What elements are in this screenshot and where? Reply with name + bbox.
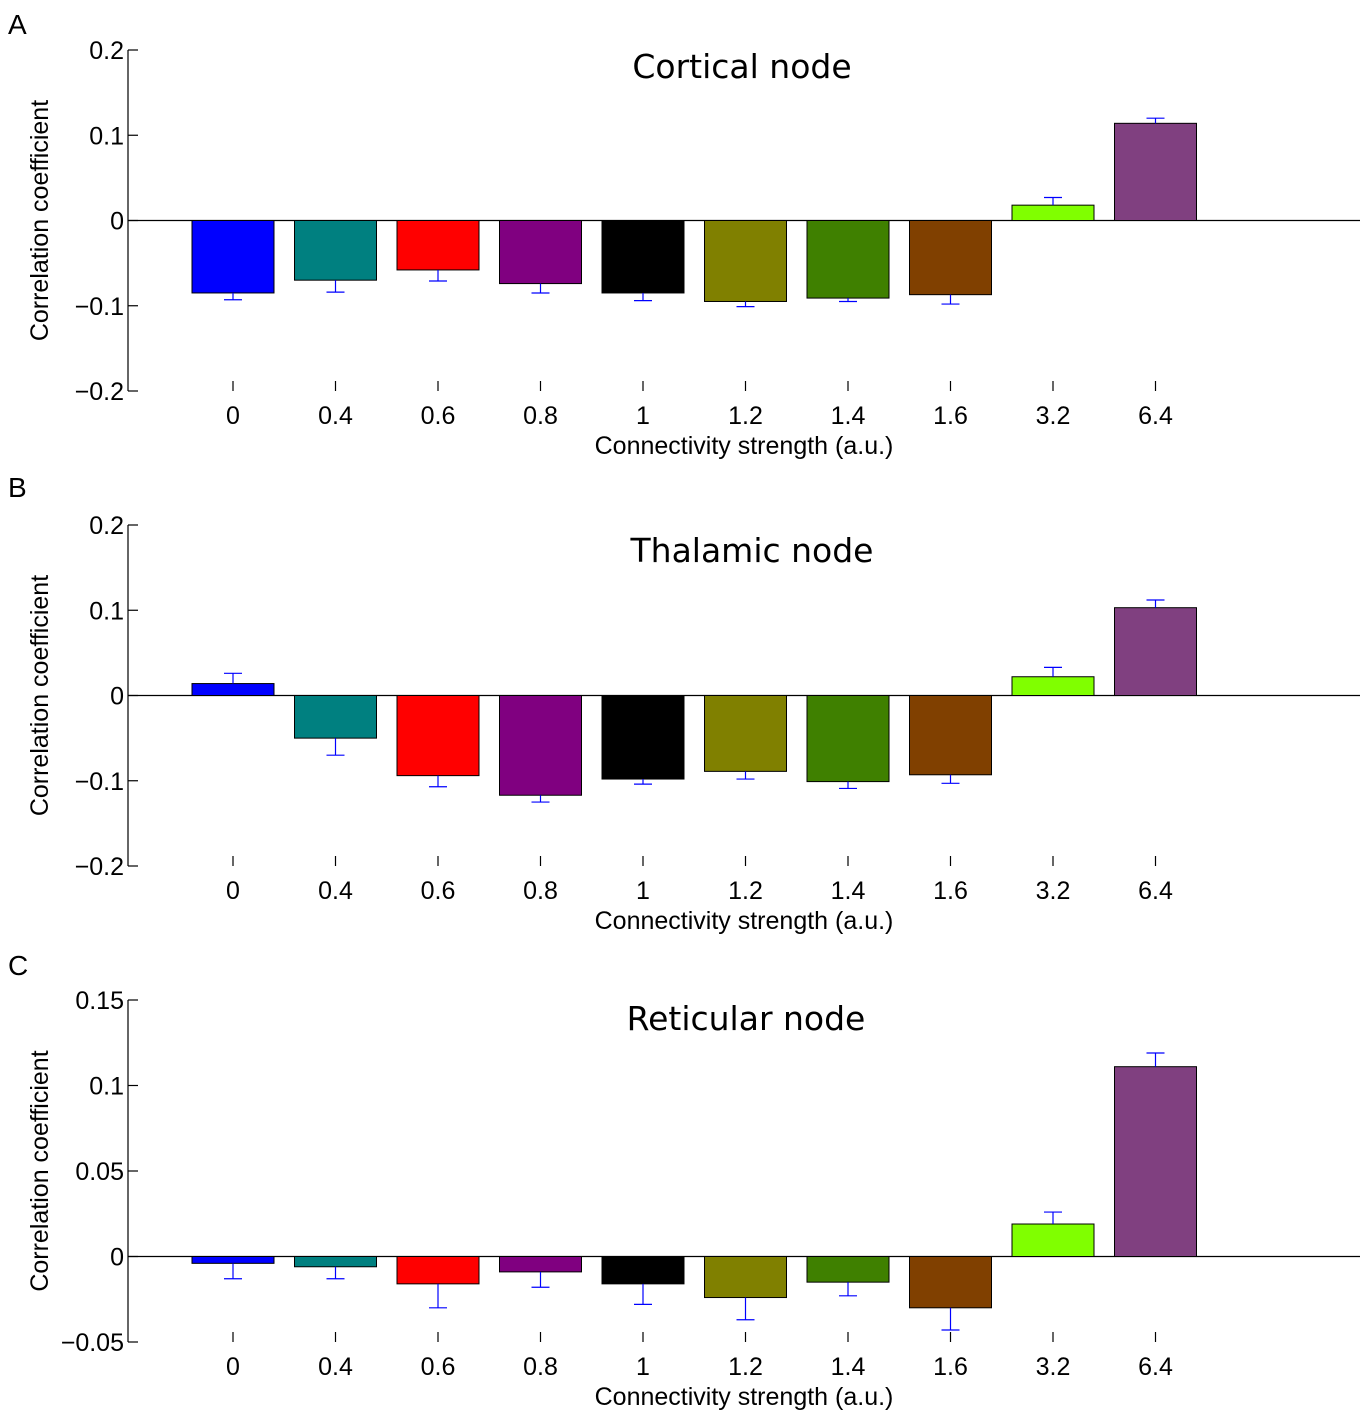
bar-1	[601, 1256, 685, 1285]
y-axis-label: Correlation coefficient	[26, 100, 54, 341]
chart-title: Thalamic node	[630, 531, 874, 570]
x-tick-label: 3.2	[1036, 1353, 1071, 1381]
x-tick-label: 0.4	[318, 1353, 353, 1381]
bar-0	[191, 220, 275, 294]
x-tick-label: 0.6	[421, 402, 456, 430]
y-tick-label: 0	[110, 1244, 124, 1272]
x-axis-label: Connectivity strength (a.u.)	[595, 907, 894, 935]
bar-1.4	[806, 220, 890, 299]
bar-0.6	[396, 695, 480, 777]
x-tick-label: 3.2	[1036, 877, 1071, 905]
y-tick-label: 0.2	[89, 37, 124, 65]
x-tick-label: 1.4	[831, 877, 866, 905]
bar-6.4	[1114, 122, 1197, 221]
x-axis-label: Connectivity strength (a.u.)	[595, 432, 894, 460]
bar-0.8	[499, 695, 582, 796]
y-tick-label: −0.1	[75, 768, 124, 796]
bar-6.4	[1114, 1066, 1197, 1257]
y-tick-label: 0.2	[89, 512, 124, 540]
x-tick-label: 1.6	[933, 1353, 968, 1381]
y-tick-label: 0.1	[89, 1073, 124, 1101]
bar-3.2	[1011, 204, 1095, 221]
y-tick-label: 0.05	[75, 1158, 124, 1186]
y-tick-label: 0.1	[89, 122, 124, 150]
x-tick-label: 6.4	[1138, 877, 1173, 905]
bar-1	[601, 695, 685, 780]
x-tick-label: 1.2	[728, 877, 763, 905]
bar-0.6	[396, 1256, 480, 1285]
x-tick-label: 1.2	[728, 1353, 763, 1381]
x-tick-label: 0.8	[523, 402, 558, 430]
bar-3.2	[1011, 676, 1095, 696]
bar-1.6	[909, 1256, 992, 1309]
x-tick-label: 6.4	[1138, 402, 1173, 430]
bar-0.8	[499, 220, 582, 285]
bar-1	[601, 220, 685, 294]
bar-1.6	[909, 220, 992, 296]
bar-1.6	[909, 695, 992, 776]
panel-letter: A	[8, 9, 27, 40]
x-tick-label: 1	[636, 877, 650, 905]
x-tick-label: 0.8	[523, 1353, 558, 1381]
y-tick-label: −0.2	[75, 378, 124, 406]
bar-0.4	[294, 695, 377, 739]
y-axis-label: Correlation coefficient	[26, 575, 54, 816]
y-tick-label: 0	[110, 208, 124, 236]
y-tick-label: −0.05	[61, 1329, 124, 1357]
bar-6.4	[1114, 607, 1197, 697]
x-tick-label: 0.8	[523, 877, 558, 905]
bar-0.4	[294, 220, 377, 281]
chart-title: Reticular node	[627, 999, 866, 1038]
x-tick-label: 0	[226, 1353, 240, 1381]
x-tick-label: 1.4	[831, 1353, 866, 1381]
bar-3.2	[1011, 1223, 1095, 1258]
x-tick-label: 0.6	[421, 1353, 456, 1381]
bar-0	[191, 1256, 275, 1264]
panel-b: B Thalamic node −0.2 −0.1 0 0.1 0.2 0 0.4 0.6 0.8 1…	[8, 472, 1360, 935]
bar-1.4	[806, 1256, 890, 1283]
x-tick-label: 3.2	[1036, 402, 1071, 430]
y-tick-label: −0.1	[75, 293, 124, 321]
y-tick-label: −0.2	[75, 853, 124, 881]
y-tick-label: 0.15	[75, 987, 124, 1015]
bar-0.4	[294, 1256, 377, 1268]
x-tick-label: 0.4	[318, 877, 353, 905]
x-tick-label: 1	[636, 1353, 650, 1381]
bar-1.4	[806, 695, 890, 783]
x-tick-label: 1.4	[831, 402, 866, 430]
x-tick-label: 1.2	[728, 402, 763, 430]
panel-letter: B	[8, 472, 27, 503]
chart-title: Cortical node	[632, 47, 851, 86]
bar-0.6	[396, 220, 480, 271]
y-tick-label: 0.1	[89, 597, 124, 625]
x-tick-label: 0	[226, 402, 240, 430]
x-tick-label: 1.6	[933, 402, 968, 430]
panel-a: A Cortical node −0.2 −0.1 0 0.1 0.2 0 0.4 0.6 0.8 1…	[8, 9, 1360, 460]
bar-0.8	[499, 1256, 582, 1273]
x-tick-label: 1	[636, 402, 650, 430]
y-axis-label: Correlation coefficient	[26, 1050, 54, 1291]
panel-letter: C	[8, 950, 28, 981]
panel-c: C Reticular node −0.05 0 0.05 0.1 0.15 0 0.4 0.6 0…	[8, 950, 1360, 1411]
x-axis-label: Connectivity strength (a.u.)	[595, 1383, 894, 1411]
bar-1.2	[704, 220, 787, 302]
x-tick-label: 0.4	[318, 402, 353, 430]
bar-1.2	[704, 1256, 787, 1299]
bar-0	[191, 683, 275, 697]
x-tick-label: 0.6	[421, 877, 456, 905]
x-tick-label: 6.4	[1138, 1353, 1173, 1381]
x-tick-label: 1.6	[933, 877, 968, 905]
x-tick-label: 0	[226, 877, 240, 905]
y-tick-label: 0	[110, 683, 124, 711]
bar-1.2	[704, 695, 787, 772]
